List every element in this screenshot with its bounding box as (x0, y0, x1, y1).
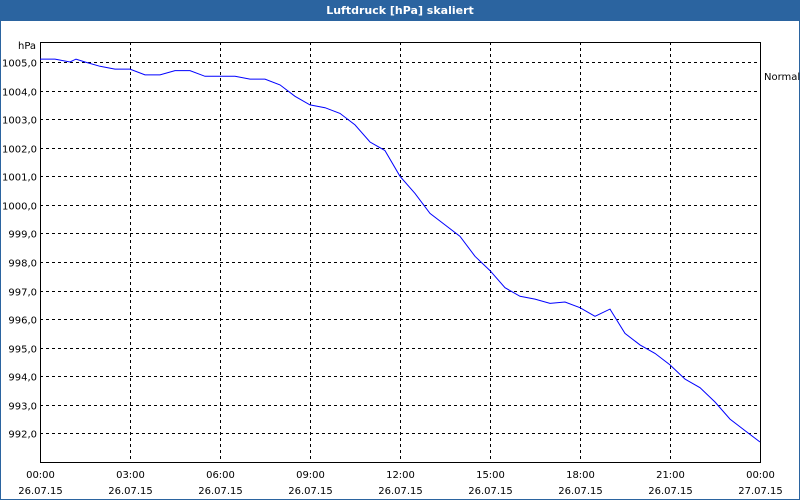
y-tick-label: 994,0 (8, 373, 37, 384)
x-tick-date: 26.07.15 (198, 486, 243, 497)
y-tick-label: 997,0 (8, 288, 37, 299)
y-tick-label: 1005,0 (2, 59, 37, 70)
y-tick-label: 992,0 (8, 430, 37, 441)
y-tick-label: 995,0 (8, 345, 37, 356)
x-tick-label: 15:00 (476, 470, 505, 481)
x-tick-date: 26.07.15 (468, 486, 513, 497)
x-tick-label: 00:00 (746, 470, 775, 481)
x-tick-label: 09:00 (296, 470, 325, 481)
title-bar (0, 0, 800, 20)
y-tick-label: 998,0 (8, 259, 37, 270)
line (40, 58, 761, 443)
y-tick-label: 1001,0 (2, 173, 37, 184)
x-tick-label: 03:00 (116, 470, 145, 481)
y-unit: hPa (18, 41, 36, 52)
y-tick-label: 1003,0 (2, 116, 37, 127)
x-tick-date: 26.07.15 (18, 486, 63, 497)
chart-title: Luftdruck [hPa] skaliert (326, 4, 474, 17)
x-tick-date: 27.07.15 (738, 486, 783, 497)
x-tick-date: 26.07.15 (648, 486, 693, 497)
y-tick-label: 1000,0 (2, 202, 37, 213)
y-tick-label: 1004,0 (2, 88, 37, 99)
y-tick-label: 996,0 (8, 316, 37, 327)
x-tick-date: 26.07.15 (288, 486, 333, 497)
x-tick-date: 26.07.15 (378, 486, 423, 497)
x-tick-date: 26.07.15 (108, 486, 153, 497)
x-tick-date: 26.07.15 (558, 486, 603, 497)
y-tick-label: 993,0 (8, 402, 37, 413)
x-tick-label: 18:00 (566, 470, 595, 481)
y-tick-label: 1002,0 (2, 145, 37, 156)
x-tick-label: 21:00 (656, 470, 685, 481)
x-tick-label: 06:00 (206, 470, 235, 481)
x-tick-label: 12:00 (386, 470, 415, 481)
y-tick-label: 999,0 (8, 230, 37, 241)
x-tick-label: 00:00 (26, 470, 55, 481)
legend-label: Normal (764, 72, 800, 83)
